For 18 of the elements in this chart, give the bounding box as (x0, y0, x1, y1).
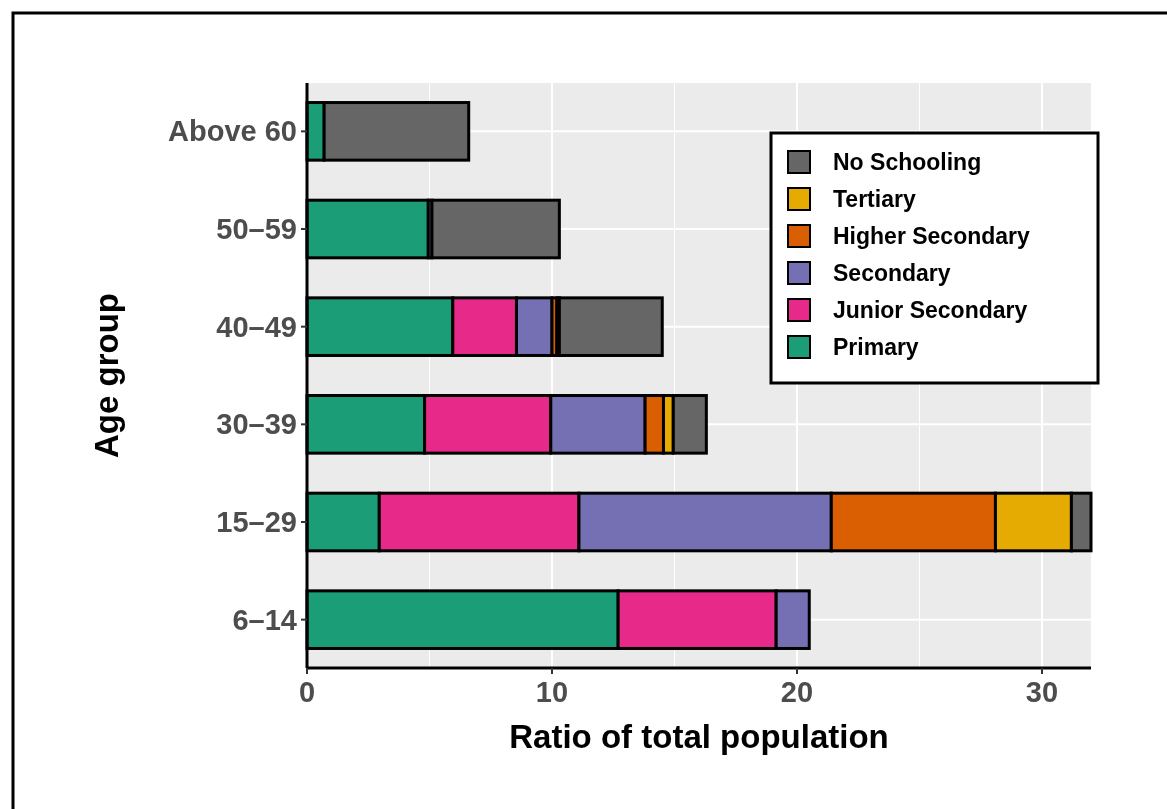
legend-label: Junior Secondary (833, 297, 1028, 324)
y-axis-title: Age group (88, 293, 125, 458)
y-tick-label: Above 60 (168, 115, 297, 148)
y-tick-label: 40–49 (216, 310, 297, 343)
legend-label: Higher Secondary (833, 223, 1031, 250)
y-tick-label: 6–14 (232, 603, 297, 636)
legend-label: Secondary (833, 260, 951, 287)
x-tick-label: 10 (535, 676, 569, 708)
legend-label: No Schooling (833, 149, 982, 176)
x-tick-label: 30 (1025, 676, 1059, 708)
x-tick-label: 20 (780, 676, 814, 708)
x-tick-label: 0 (298, 676, 316, 708)
y-tick-label: 15–29 (216, 506, 297, 539)
legend-label: Tertiary (833, 186, 916, 213)
legend-label: Primary (833, 334, 919, 361)
y-tick-label: 30–39 (216, 408, 297, 441)
y-tick-label: 50–59 (216, 213, 297, 246)
x-axis-title: Ratio of total population (509, 718, 889, 755)
